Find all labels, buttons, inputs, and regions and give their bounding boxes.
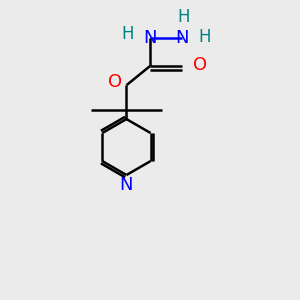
- Text: O: O: [108, 73, 122, 91]
- Text: O: O: [193, 56, 207, 74]
- Text: N: N: [120, 176, 133, 194]
- Text: H: H: [121, 25, 134, 43]
- Text: N: N: [143, 29, 157, 47]
- Text: H: H: [199, 28, 211, 46]
- Text: N: N: [176, 29, 189, 47]
- Text: H: H: [178, 8, 190, 26]
